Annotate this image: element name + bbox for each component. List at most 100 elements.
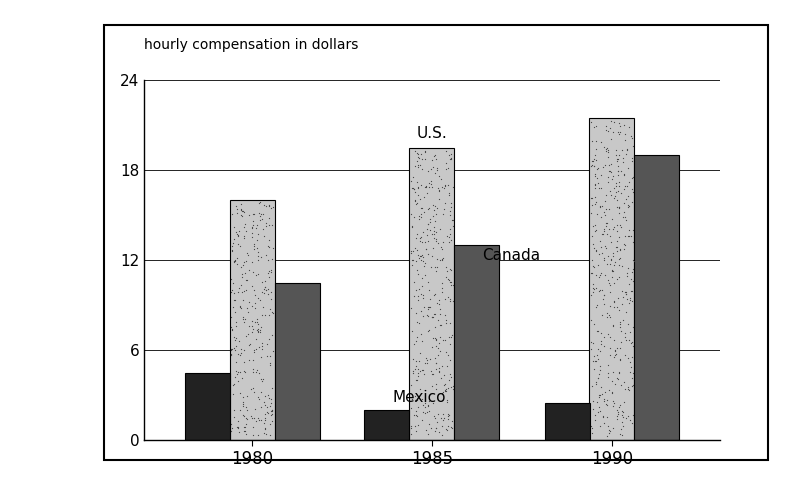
Point [240, 286, 253, 294]
Point [610, 182, 623, 190]
Point [626, 174, 638, 182]
Point [590, 136, 602, 144]
Point [262, 202, 275, 209]
Point [598, 142, 610, 150]
Point [602, 276, 614, 284]
Point [625, 287, 638, 295]
Point [442, 293, 454, 301]
Point [622, 412, 634, 420]
Point [427, 206, 440, 214]
Point [613, 273, 626, 281]
Point [412, 191, 425, 199]
Point [618, 170, 630, 178]
Point [598, 291, 611, 299]
Point [261, 403, 274, 411]
Point [442, 350, 454, 358]
Point [439, 159, 452, 167]
Point [445, 334, 458, 342]
Point [227, 278, 240, 286]
Bar [230, 200, 274, 440]
Point [428, 310, 441, 318]
Point [587, 122, 600, 130]
Point [613, 130, 626, 138]
Point [226, 210, 238, 218]
Point [586, 382, 598, 390]
Point [594, 237, 606, 245]
Point [436, 254, 449, 262]
Point [234, 350, 247, 358]
Point [231, 230, 244, 238]
Point [228, 235, 241, 243]
Point [587, 240, 600, 248]
Point [610, 146, 622, 154]
Point [618, 136, 631, 144]
Point [231, 350, 244, 358]
Point [446, 332, 458, 340]
Point [414, 150, 427, 158]
Point [259, 202, 272, 209]
Point [241, 276, 254, 283]
Point [421, 311, 434, 319]
Point [408, 410, 421, 418]
Point [616, 292, 629, 300]
Point [432, 344, 445, 352]
Point [417, 408, 430, 416]
Point [445, 155, 458, 163]
Point [427, 163, 440, 171]
Point [254, 376, 267, 384]
Point [609, 350, 622, 358]
Point [239, 414, 252, 422]
Point [620, 294, 633, 302]
Point [433, 367, 446, 375]
Point [620, 145, 633, 153]
Point [589, 184, 602, 192]
Point [442, 191, 455, 199]
Point [606, 268, 618, 276]
Point [421, 225, 434, 233]
Point [613, 369, 626, 377]
Point [619, 288, 632, 296]
Point [412, 161, 425, 169]
Point [414, 252, 426, 260]
Point [258, 276, 271, 284]
Point [258, 285, 270, 293]
Point [434, 243, 447, 251]
Point [441, 232, 454, 239]
Point [421, 430, 434, 438]
Point [230, 228, 242, 236]
Point [228, 344, 241, 352]
Point [241, 406, 254, 414]
Point [598, 396, 610, 404]
Point [430, 255, 443, 263]
Point [614, 356, 626, 364]
Point [242, 211, 255, 219]
Point [246, 282, 258, 290]
Point [593, 273, 606, 281]
Point [604, 281, 617, 289]
Point [441, 398, 454, 406]
Point [429, 263, 442, 271]
Point [439, 348, 452, 356]
Point [619, 150, 632, 158]
Point [421, 189, 434, 197]
Point [442, 190, 455, 198]
Point [230, 368, 243, 376]
Point [416, 282, 429, 290]
Point [425, 264, 438, 272]
Point [438, 296, 451, 304]
Point [612, 374, 625, 382]
Point [619, 308, 632, 316]
Point [255, 214, 268, 222]
Point [586, 424, 598, 432]
Point [417, 401, 430, 409]
Point [254, 416, 267, 424]
Point [442, 332, 455, 340]
Point [607, 302, 620, 310]
Point [238, 288, 250, 296]
Point [605, 136, 618, 143]
Point [250, 236, 263, 244]
Point [622, 202, 634, 210]
Point [263, 236, 276, 244]
Point [409, 188, 422, 196]
Point [626, 420, 638, 428]
